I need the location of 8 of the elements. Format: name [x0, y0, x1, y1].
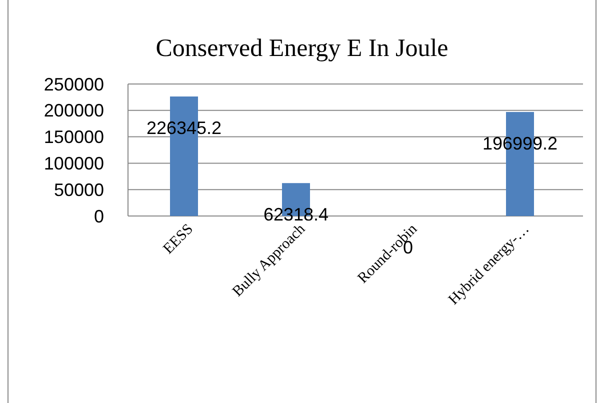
chart-title: Conserved Energy E In Joule: [156, 35, 448, 62]
data-label: 62318.4: [263, 204, 329, 224]
y-tick-label: 50000: [54, 180, 104, 200]
y-tick-label: 100000: [44, 154, 104, 174]
y-tick-label: 0: [94, 206, 104, 226]
y-tick-label: 150000: [44, 127, 104, 148]
y-tick-label: 200000: [44, 100, 104, 121]
y-tick-label: 250000: [44, 74, 104, 94]
